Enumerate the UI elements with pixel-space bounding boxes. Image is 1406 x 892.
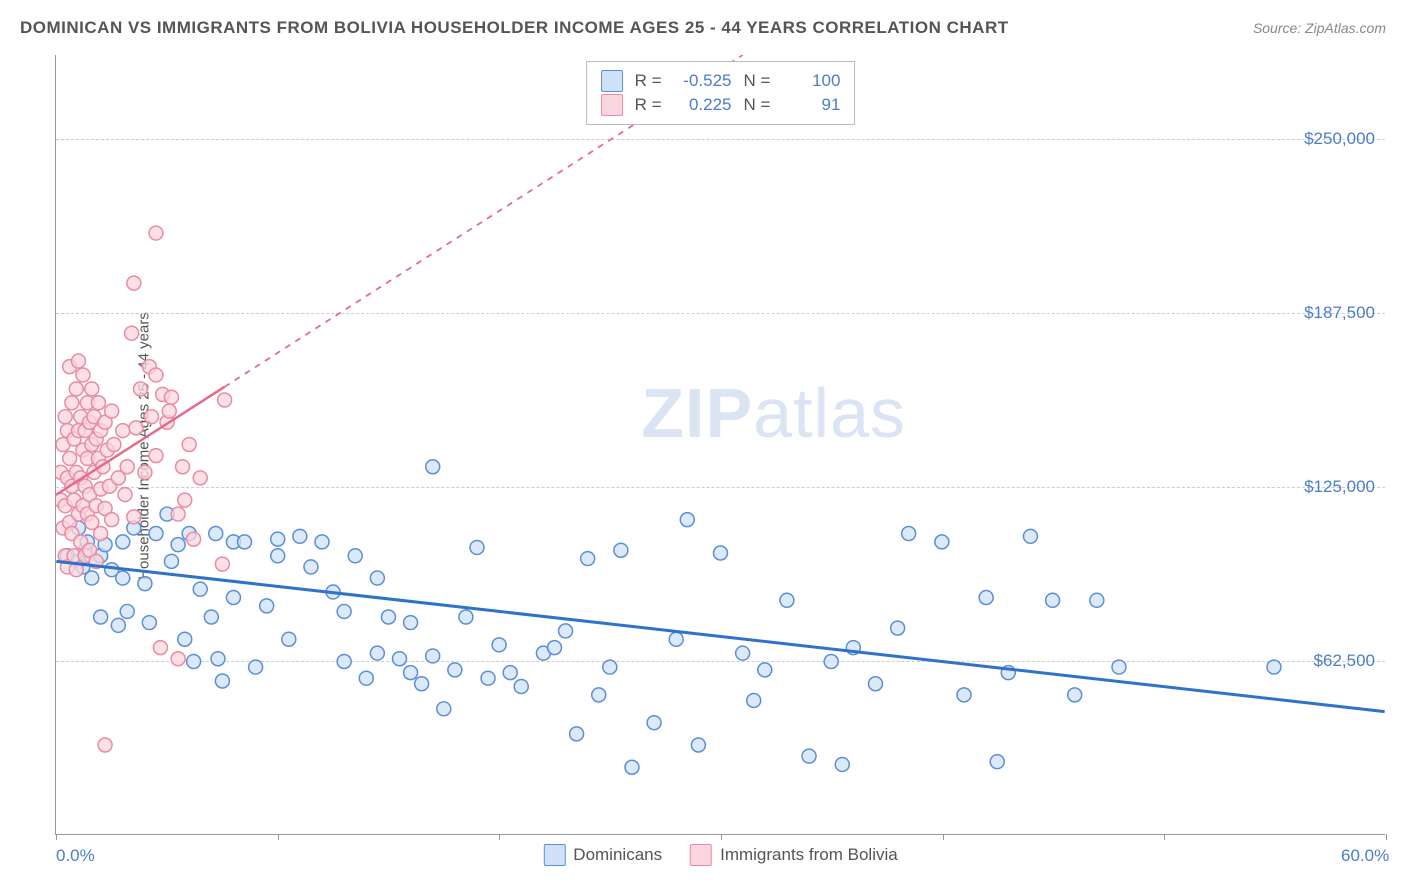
correlation-stats-box: R = -0.525 N = 100 R = 0.225 N = 91	[586, 61, 856, 125]
legend-swatch-bolivia	[690, 844, 712, 866]
legend: Dominicans Immigrants from Bolivia	[543, 844, 897, 866]
stats-row-dominicans: R = -0.525 N = 100	[601, 70, 841, 92]
swatch-dominicans	[601, 70, 623, 92]
stats-row-bolivia: R = 0.225 N = 91	[601, 94, 841, 116]
chart-title: DOMINICAN VS IMMIGRANTS FROM BOLIVIA HOU…	[20, 18, 1009, 38]
xtick-label: 0.0%	[56, 846, 95, 866]
plot-area: ZIPatlas R = -0.525 N = 100 R = 0.225 N …	[55, 55, 1385, 835]
legend-swatch-dominicans	[543, 844, 565, 866]
source-attribution: Source: ZipAtlas.com	[1253, 20, 1386, 36]
legend-item-bolivia: Immigrants from Bolivia	[690, 844, 898, 866]
chart-svg	[56, 55, 1385, 834]
xtick-label: 60.0%	[1341, 846, 1389, 866]
legend-item-dominicans: Dominicans	[543, 844, 662, 866]
swatch-bolivia	[601, 94, 623, 116]
